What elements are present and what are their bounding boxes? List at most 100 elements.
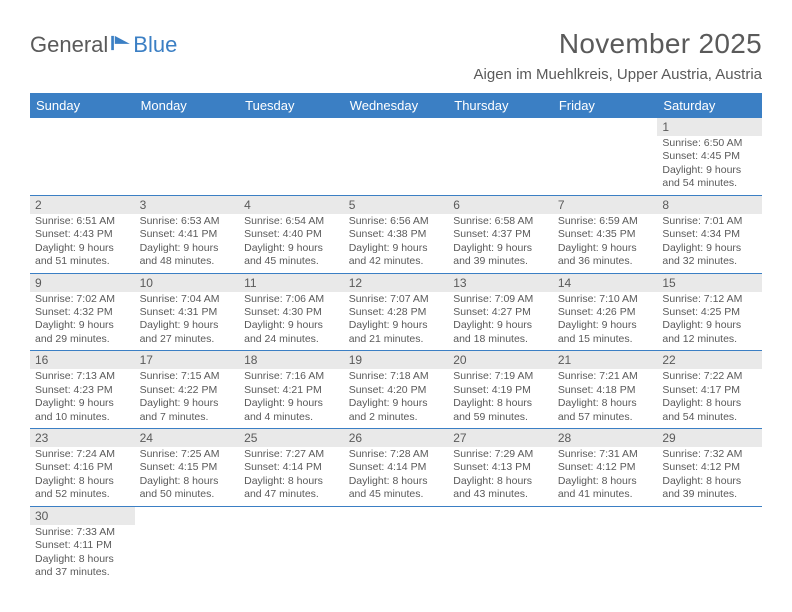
- day-sr: Sunrise: 7:13 AM: [35, 370, 130, 383]
- day-number-cell: 27: [448, 429, 553, 448]
- day-detail-cell: [344, 525, 449, 584]
- day-ss: Sunset: 4:45 PM: [662, 150, 757, 163]
- title-block: November 2025 Aigen im Muehlkreis, Upper…: [474, 28, 762, 89]
- day-dl2: and 10 minutes.: [35, 411, 130, 424]
- logo-text-part1: General: [30, 32, 108, 58]
- day-number: 25: [244, 431, 257, 445]
- day-dl1: Daylight: 8 hours: [453, 475, 548, 488]
- day-number: 16: [35, 353, 48, 367]
- day-number-cell: 10: [135, 273, 240, 292]
- day-number: 14: [558, 276, 571, 290]
- day-number: 28: [558, 431, 571, 445]
- day-number: 29: [662, 431, 675, 445]
- day-number-cell: [239, 118, 344, 136]
- day-detail-row: Sunrise: 6:51 AMSunset: 4:43 PMDaylight:…: [30, 214, 762, 273]
- day-ss: Sunset: 4:12 PM: [558, 461, 653, 474]
- day-number-cell: 14: [553, 273, 658, 292]
- day-detail-cell: Sunrise: 7:31 AMSunset: 4:12 PMDaylight:…: [553, 447, 658, 506]
- day-detail-cell: [135, 136, 240, 195]
- day-number-cell: [344, 506, 449, 525]
- day-dl2: and 18 minutes.: [453, 333, 548, 346]
- day-ss: Sunset: 4:23 PM: [35, 384, 130, 397]
- day-ss: Sunset: 4:11 PM: [35, 539, 130, 552]
- day-number-row: 9101112131415: [30, 273, 762, 292]
- day-dl1: Daylight: 9 hours: [349, 397, 444, 410]
- day-sr: Sunrise: 7:32 AM: [662, 448, 757, 461]
- day-number: 22: [662, 353, 675, 367]
- weekday-header: Friday: [553, 93, 658, 118]
- day-ss: Sunset: 4:17 PM: [662, 384, 757, 397]
- day-ss: Sunset: 4:38 PM: [349, 228, 444, 241]
- day-detail-cell: [448, 136, 553, 195]
- day-detail-cell: Sunrise: 6:51 AMSunset: 4:43 PMDaylight:…: [30, 214, 135, 273]
- day-dl1: Daylight: 9 hours: [140, 242, 235, 255]
- weekday-header: Tuesday: [239, 93, 344, 118]
- header-row: General Blue November 2025 Aigen im Mueh…: [30, 28, 762, 89]
- day-dl1: Daylight: 9 hours: [662, 164, 757, 177]
- day-detail-cell: Sunrise: 7:12 AMSunset: 4:25 PMDaylight:…: [657, 292, 762, 351]
- day-number-cell: 3: [135, 195, 240, 214]
- day-number-cell: 28: [553, 429, 658, 448]
- day-dl2: and 27 minutes.: [140, 333, 235, 346]
- day-detail-cell: Sunrise: 7:10 AMSunset: 4:26 PMDaylight:…: [553, 292, 658, 351]
- day-number: 1: [662, 120, 669, 134]
- day-dl2: and 2 minutes.: [349, 411, 444, 424]
- day-detail-cell: [657, 525, 762, 584]
- day-detail-cell: [135, 525, 240, 584]
- day-dl1: Daylight: 9 hours: [453, 319, 548, 332]
- day-detail-row: Sunrise: 7:13 AMSunset: 4:23 PMDaylight:…: [30, 369, 762, 428]
- day-dl2: and 42 minutes.: [349, 255, 444, 268]
- day-sr: Sunrise: 6:56 AM: [349, 215, 444, 228]
- day-sr: Sunrise: 7:29 AM: [453, 448, 548, 461]
- weekday-header-row: Sunday Monday Tuesday Wednesday Thursday…: [30, 93, 762, 118]
- day-ss: Sunset: 4:27 PM: [453, 306, 548, 319]
- day-dl1: Daylight: 9 hours: [244, 319, 339, 332]
- day-dl1: Daylight: 9 hours: [453, 242, 548, 255]
- day-dl1: Daylight: 8 hours: [35, 553, 130, 566]
- day-detail-cell: Sunrise: 7:15 AMSunset: 4:22 PMDaylight:…: [135, 369, 240, 428]
- day-number-cell: 29: [657, 429, 762, 448]
- day-number-cell: 16: [30, 351, 135, 370]
- day-sr: Sunrise: 7:21 AM: [558, 370, 653, 383]
- day-number-cell: [553, 118, 658, 136]
- day-number-cell: 12: [344, 273, 449, 292]
- day-sr: Sunrise: 6:50 AM: [662, 137, 757, 150]
- day-ss: Sunset: 4:26 PM: [558, 306, 653, 319]
- day-dl1: Daylight: 8 hours: [662, 397, 757, 410]
- day-number: 17: [140, 353, 153, 367]
- day-ss: Sunset: 4:40 PM: [244, 228, 339, 241]
- day-ss: Sunset: 4:37 PM: [453, 228, 548, 241]
- day-detail-cell: Sunrise: 6:59 AMSunset: 4:35 PMDaylight:…: [553, 214, 658, 273]
- day-dl2: and 59 minutes.: [453, 411, 548, 424]
- day-number: 6: [453, 198, 460, 212]
- day-number-cell: 11: [239, 273, 344, 292]
- day-number-cell: [30, 118, 135, 136]
- day-dl1: Daylight: 9 hours: [244, 242, 339, 255]
- day-sr: Sunrise: 7:16 AM: [244, 370, 339, 383]
- day-dl1: Daylight: 9 hours: [35, 397, 130, 410]
- day-detail-cell: Sunrise: 6:53 AMSunset: 4:41 PMDaylight:…: [135, 214, 240, 273]
- day-ss: Sunset: 4:12 PM: [662, 461, 757, 474]
- day-dl1: Daylight: 8 hours: [453, 397, 548, 410]
- day-dl2: and 7 minutes.: [140, 411, 235, 424]
- day-dl2: and 32 minutes.: [662, 255, 757, 268]
- day-dl2: and 52 minutes.: [35, 488, 130, 501]
- day-number-row: 1: [30, 118, 762, 136]
- day-detail-row: Sunrise: 7:33 AMSunset: 4:11 PMDaylight:…: [30, 525, 762, 584]
- day-detail-cell: Sunrise: 7:16 AMSunset: 4:21 PMDaylight:…: [239, 369, 344, 428]
- weekday-header: Sunday: [30, 93, 135, 118]
- day-dl2: and 4 minutes.: [244, 411, 339, 424]
- location-label: Aigen im Muehlkreis, Upper Austria, Aust…: [474, 66, 762, 83]
- day-number: 12: [349, 276, 362, 290]
- day-number: 10: [140, 276, 153, 290]
- day-detail-cell: Sunrise: 7:24 AMSunset: 4:16 PMDaylight:…: [30, 447, 135, 506]
- day-number-cell: 15: [657, 273, 762, 292]
- day-number-cell: 2: [30, 195, 135, 214]
- day-dl2: and 45 minutes.: [349, 488, 444, 501]
- day-number-cell: [344, 118, 449, 136]
- day-sr: Sunrise: 7:27 AM: [244, 448, 339, 461]
- day-detail-cell: Sunrise: 7:27 AMSunset: 4:14 PMDaylight:…: [239, 447, 344, 506]
- day-ss: Sunset: 4:41 PM: [140, 228, 235, 241]
- day-dl1: Daylight: 9 hours: [35, 319, 130, 332]
- day-number-cell: [448, 118, 553, 136]
